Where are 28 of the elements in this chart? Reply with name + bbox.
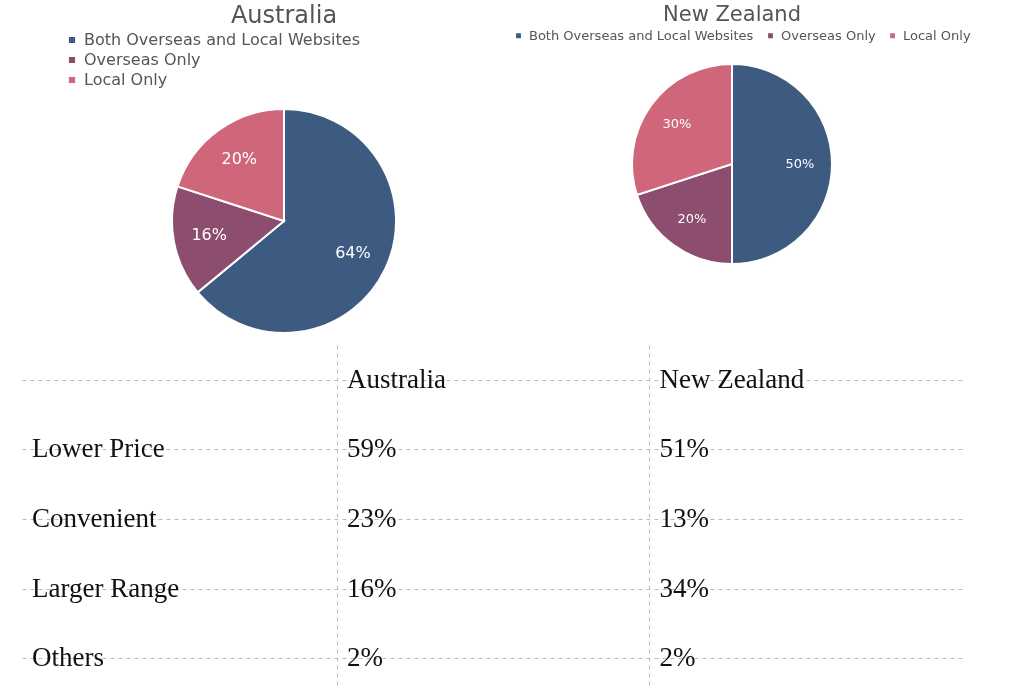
data-label: 2%: [659, 642, 696, 673]
data-label: 2%: [346, 642, 383, 673]
data-label: 20%: [677, 211, 707, 227]
data-label: 51%: [659, 433, 709, 464]
legend-label: Overseas Only: [781, 27, 876, 43]
category-label: Larger Range: [32, 572, 180, 603]
data-label: 64%: [335, 243, 371, 263]
legend-label: Overseas Only: [84, 50, 201, 69]
data-label: 16%: [346, 572, 397, 603]
data-label: 16%: [191, 225, 227, 245]
data-label: 20%: [221, 149, 258, 169]
data-label: 23%: [346, 503, 397, 533]
category-label: Convenient: [32, 503, 157, 533]
data-label: 13%: [659, 503, 709, 533]
legend-label: Local Only: [903, 27, 971, 43]
category-label: Lower Price: [32, 433, 165, 464]
data-label: 59%: [346, 433, 397, 464]
chart-title: New Zealand: [663, 2, 801, 26]
chart-title: Australia: [230, 1, 338, 29]
series-label: Australia: [346, 363, 446, 394]
data-label: 50%: [785, 156, 815, 171]
data-label: 34%: [659, 572, 709, 603]
legend-label: Both Overseas and Local Websites: [84, 30, 361, 49]
legend-label: Local Only: [84, 70, 168, 89]
category-label: Others: [32, 642, 104, 673]
legend-label: Both Overseas and Local Websites: [529, 27, 754, 43]
text: New Zealand: [659, 363, 805, 394]
data-label: 30%: [662, 116, 692, 132]
